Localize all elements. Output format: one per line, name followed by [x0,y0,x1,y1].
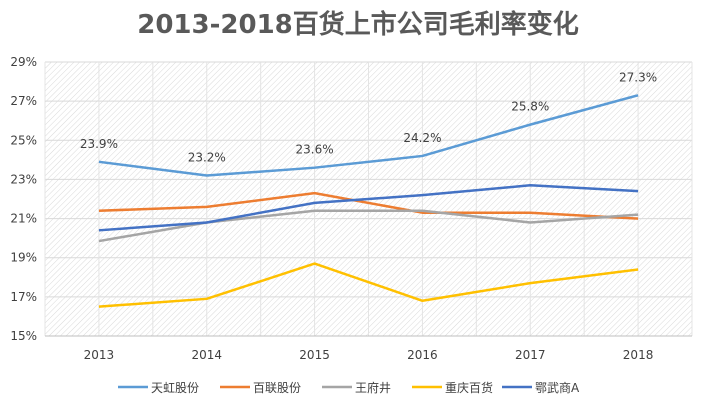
series-line-2 [98,191,639,220]
y-tick-label: 27% [10,94,37,108]
data-label: 24.2% [403,131,441,145]
legend-label: 重庆百货 [445,380,493,395]
data-label: 27.3% [619,70,657,84]
x-tick-label: 2017 [515,348,546,362]
legend-label: 鄂武商A [535,380,580,395]
y-tick-label: 19% [10,251,37,265]
series-line-4 [98,262,639,308]
data-label: 23.9% [80,137,118,151]
x-tick-label: 2015 [299,348,330,362]
x-axis: 2013 2014 2015 2016 2017 2018 [84,348,654,362]
data-label: 23.6% [296,143,334,157]
y-tick-label: 25% [10,133,37,147]
y-axis: 15% 17% 19% 21% 23% 25% 27% 29% [10,55,37,343]
x-tick-label: 2018 [623,348,654,362]
legend-label: 百联股份 [253,381,301,395]
x-tick-label: 2014 [191,348,222,362]
chart-title: 2013-2018百货上市公司毛利率变化 [137,9,579,40]
legend-label: 王府井 [355,380,391,395]
y-tick-label: 15% [10,329,37,343]
legend-label: 天虹股份 [151,381,199,395]
series-line-3 [98,209,639,243]
y-tick-label: 21% [10,212,37,226]
legend: 天虹股份 百联股份 王府井 重庆百货 鄂武商A [118,380,580,395]
y-tick-label: 29% [10,55,37,69]
x-tick-label: 2016 [407,348,438,362]
data-label: 25.8% [511,100,549,114]
data-label: 23.2% [188,151,226,165]
y-tick-label: 23% [10,172,37,186]
series-line-1 [98,94,639,177]
data-labels: 23.9% 23.2% 23.6% 24.2% 25.8% 27.3% [80,70,657,164]
series-line-5 [98,184,639,232]
series-lines [98,94,639,308]
y-tick-label: 17% [10,290,37,304]
x-tick-label: 2013 [84,348,115,362]
